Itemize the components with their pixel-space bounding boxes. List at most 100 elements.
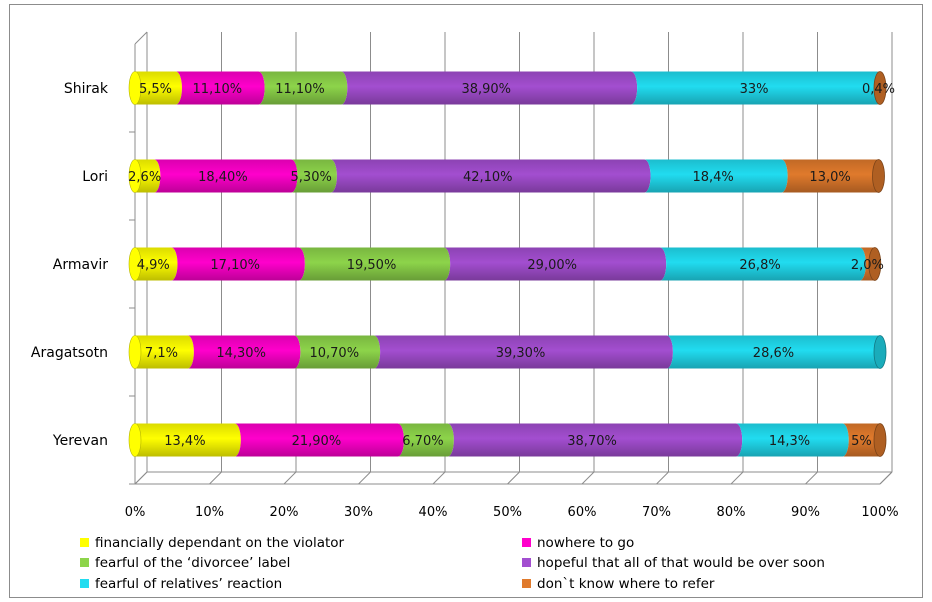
value-label: 38,70% [567, 434, 617, 449]
bar-start-cap [128, 71, 142, 105]
legend-swatch [80, 558, 89, 567]
bar-segment [135, 71, 182, 105]
bar-segment [135, 247, 178, 281]
floor-tick-line [730, 471, 744, 485]
value-label: 13,0% [809, 170, 850, 185]
bar-segment [660, 247, 866, 281]
value-label: 5,30% [291, 170, 332, 185]
value-label: 28,6% [753, 346, 794, 361]
bar-segment [187, 335, 301, 369]
value-label: 18,40% [198, 170, 248, 185]
bar-segment [444, 247, 667, 281]
legend-label: nowhere to go [537, 535, 634, 551]
bar-end-cap [873, 335, 887, 369]
value-label: 42,10% [463, 170, 513, 185]
x-tick-label: 80% [717, 505, 746, 520]
legend-label: fearful of the ‘divorcee’ label [95, 555, 290, 571]
bar-segment [175, 71, 265, 105]
legend-label: fearful of relatives’ reaction [95, 576, 282, 592]
bar-segment [258, 71, 348, 105]
x-tick-label: 20% [270, 505, 299, 520]
bar-segment [781, 159, 885, 193]
value-label: 14,3% [769, 434, 810, 449]
value-label: 6,70% [402, 434, 443, 449]
value-label: 11,10% [275, 82, 325, 97]
x-tick-label: 90% [791, 505, 820, 520]
category-label: Armavir [53, 257, 108, 273]
floor-tick-line [656, 471, 669, 485]
x-tick-label: 40% [419, 505, 448, 520]
floor-tick-line [879, 471, 893, 485]
legend-swatch [80, 538, 89, 547]
bar-start-cap [128, 159, 142, 193]
value-label: 26,8% [739, 258, 780, 273]
x-tick-label: 60% [568, 505, 597, 520]
category-label: Yerevan [52, 433, 108, 449]
x-tick-label: 100% [861, 505, 898, 520]
bar-segment [154, 159, 298, 193]
floor-tick-line [581, 471, 595, 485]
floor-tick-line [134, 471, 148, 485]
bars [128, 71, 887, 457]
value-label: 7,1% [145, 346, 178, 361]
legend-label: don`t know where to refer [537, 576, 715, 592]
value-label: 4,9% [137, 258, 170, 273]
bar-start-cap [128, 335, 142, 369]
floor-tick-line [209, 471, 222, 485]
bar-segment [171, 247, 305, 281]
category-label: Shirak [64, 81, 109, 97]
x-tick-label: 0% [125, 505, 146, 520]
legend-label: hopeful that all of that would be over s… [537, 555, 825, 571]
value-labels: 13,4% 21,90% 6,70% 38,70% 14,3% 5% 7,1% 14,30% 1… [128, 82, 895, 449]
bar-end-cap [873, 71, 887, 105]
bar-segment [298, 247, 451, 281]
bar-end-cap [873, 423, 887, 457]
value-label: 13,4% [164, 434, 205, 449]
legend-swatch [522, 538, 531, 547]
x-tick-label: 10% [195, 505, 224, 520]
bar-segment [291, 159, 337, 193]
floor-tick-line [432, 471, 446, 485]
legend: financially dependant on the violator now… [80, 535, 825, 592]
category-label: Aragatsotn [31, 345, 108, 361]
bar-segment [341, 71, 638, 105]
x-tick-label: 50% [493, 505, 522, 520]
bar-segment [294, 335, 381, 369]
legend-swatch [522, 558, 531, 567]
value-label: 11,10% [193, 82, 243, 97]
wall-top-left-edge [134, 31, 148, 45]
bar-segment [374, 335, 673, 369]
bar-segment [666, 335, 886, 369]
floor-tick-line [507, 471, 520, 485]
bar-start-cap [128, 247, 142, 281]
floor-tick-line [805, 471, 818, 485]
bar-segment [631, 71, 884, 105]
value-label: 2,0% [851, 258, 884, 273]
x-tick-label: 70% [642, 505, 671, 520]
bar-segment [330, 159, 651, 193]
value-label: 5,5% [139, 82, 172, 97]
value-label: 39,30% [496, 346, 546, 361]
value-label: 19,50% [347, 258, 397, 273]
bar-end-cap [868, 247, 882, 281]
bar-end-cap [872, 159, 885, 193]
value-label: 21,90% [292, 434, 342, 449]
bar-segment [135, 335, 194, 369]
value-label: 38,90% [461, 82, 511, 97]
legend-label: financially dependant on the violator [95, 535, 345, 551]
bar-segment [234, 423, 404, 457]
value-label: 10,70% [309, 346, 359, 361]
bar-segment [135, 423, 241, 457]
value-label: 2,6% [128, 170, 161, 185]
bar-start-cap [128, 423, 142, 457]
value-label: 17,10% [210, 258, 260, 273]
value-label: 18,4% [692, 170, 733, 185]
value-label: 5% [851, 434, 872, 449]
bar-segment [447, 423, 743, 457]
legend-swatch [522, 579, 531, 588]
bar-segment [736, 423, 849, 457]
floor-tick-line [358, 471, 371, 485]
x-tick-label: 30% [344, 505, 373, 520]
value-label: 14,30% [216, 346, 266, 361]
